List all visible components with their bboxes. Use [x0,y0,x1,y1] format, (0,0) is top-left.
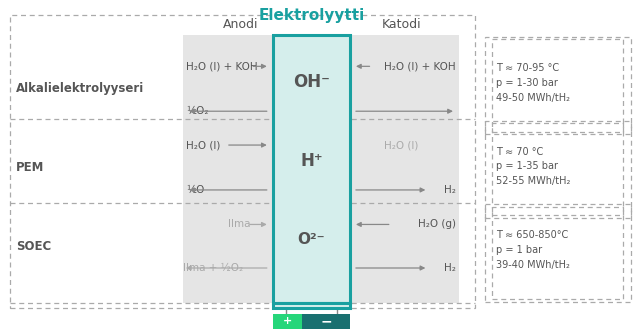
Text: H₂O (l) + KOH: H₂O (l) + KOH [384,61,456,71]
Text: e⁻: e⁻ [265,333,279,335]
Text: SOEC: SOEC [16,240,51,253]
Text: H₂O (g): H₂O (g) [418,219,456,229]
Text: Ilma + ½O₂: Ilma + ½O₂ [183,263,243,273]
Text: ½O: ½O [186,185,205,195]
Text: T ≈ 70 °C
p = 1-35 bar
52-55 MWh/tH₂: T ≈ 70 °C p = 1-35 bar 52-55 MWh/tH₂ [496,147,571,186]
Text: PEM: PEM [16,161,44,174]
Text: OH⁻: OH⁻ [293,73,330,91]
Text: H₂: H₂ [444,185,456,195]
Bar [350,35,459,303]
Text: +: + [283,317,292,326]
Bar [302,314,350,329]
Bar [10,15,475,308]
Text: Katodi: Katodi [381,18,421,31]
Text: H₂O (l) + KOH: H₂O (l) + KOH [186,61,258,71]
Bar [183,35,273,303]
Text: O²⁻: O²⁻ [297,232,325,247]
Text: −: − [320,315,332,328]
Text: H⁺: H⁺ [300,152,323,170]
Text: e⁻: e⁻ [344,333,358,335]
Text: Alkalielektrolyyseri: Alkalielektrolyyseri [16,82,144,95]
Bar [273,35,350,303]
Text: H₂O (l): H₂O (l) [384,140,419,150]
Text: H₂: H₂ [444,263,456,273]
Text: H₂O (l): H₂O (l) [186,140,221,150]
Text: ½O₂: ½O₂ [186,106,209,116]
Text: T ≈ 70-95 °C
p = 1-30 bar
49-50 MWh/tH₂: T ≈ 70-95 °C p = 1-30 bar 49-50 MWh/tH₂ [496,63,570,103]
Text: Ilma: Ilma [228,219,250,229]
Bar [273,303,350,308]
Text: Anodi: Anodi [223,18,259,31]
Bar [273,314,302,329]
Text: Elektrolyytti: Elektrolyytti [258,8,365,23]
Text: T ≈ 650-850°C
p = 1 bar
39-40 MWh/tH₂: T ≈ 650-850°C p = 1 bar 39-40 MWh/tH₂ [496,230,570,270]
